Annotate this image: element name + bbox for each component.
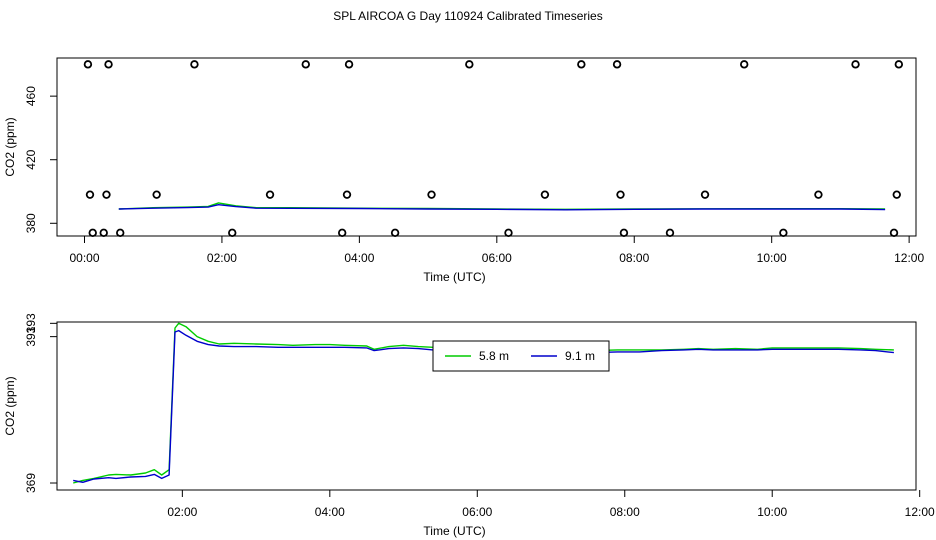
panel1-x-tick-label: 00:00: [69, 251, 99, 265]
panel1-standard-point: [577, 60, 586, 69]
panel1-standard-point: [85, 190, 95, 199]
panel1-frame: [56, 57, 917, 237]
panel1-standard-point: [342, 190, 352, 199]
panel1-x-tick-label: 10:00: [757, 251, 787, 265]
panel2-x-tick-label: 06:00: [462, 505, 492, 519]
panel1-y-tick-label: 380: [24, 213, 38, 233]
panel1-standard-point: [390, 228, 400, 238]
panel1-x-tick-label: 06:00: [482, 251, 512, 265]
panel1-standard-point: [814, 190, 823, 199]
panel1-standard-point: [228, 228, 237, 238]
panel1-standard-point: [190, 60, 199, 69]
panel2-frame: [56, 321, 917, 491]
panel1-standard-point: [504, 228, 513, 238]
panel1-standard-point: [851, 60, 860, 69]
panel1-standard-point: [337, 228, 347, 238]
panel1-x-tick-label: 12:00: [894, 251, 924, 265]
panel1-standard-point: [344, 60, 354, 69]
panel1-standard-point: [779, 228, 788, 238]
panel1-x-tick-label: 04:00: [344, 251, 374, 265]
panel2-x-tick-label: 10:00: [757, 505, 787, 519]
panel1-standard-point: [894, 60, 904, 69]
panel1-standard-point: [301, 60, 310, 69]
panel1-standard-point: [102, 190, 111, 199]
panel1-standard-point: [83, 60, 93, 69]
panel1-standard-point: [265, 190, 275, 199]
panel1-y-tick-label: 460: [24, 86, 38, 106]
panel1-standard-point: [465, 60, 474, 69]
panel2-y-axis-label: CO2 (ppm): [3, 376, 17, 435]
panel1-standard-point: [99, 228, 108, 238]
panel1-y-axis-label: CO2 (ppm): [3, 117, 17, 176]
panel1-x-tick-label: 08:00: [619, 251, 649, 265]
legend-label-green: 5.8 m: [479, 349, 509, 363]
panel1-standard-point: [892, 190, 901, 199]
panel1-standard-point: [88, 228, 97, 238]
panel1-series-blue-line: [118, 203, 886, 211]
panel1-standard-point: [700, 190, 710, 199]
panel1-standard-point: [104, 60, 113, 69]
panel1-standard-point: [152, 190, 161, 199]
panel2-x-tick-label: 08:00: [610, 505, 640, 519]
legend-label-blue: 9.1 m: [565, 349, 595, 363]
panel2-x-axis-label: Time (UTC): [423, 524, 485, 538]
panel1-x-axis-label: Time (UTC): [423, 270, 485, 284]
panel1-standard-point: [740, 60, 749, 69]
panel1-standard-point: [116, 228, 125, 238]
panel2-y-tick-label: 369: [24, 473, 38, 493]
panel2-x-tick-label: 02:00: [167, 505, 197, 519]
panel1-standard-point: [619, 228, 629, 238]
panel2-series-blue-line: [73, 329, 894, 483]
panel1-x-tick-label: 02:00: [207, 251, 237, 265]
page-title: SPL AIRCOA G Day 110924 Calibrated Times…: [333, 9, 603, 23]
panel2-y-tick-label: 391: [24, 326, 38, 346]
panel1-standard-point: [427, 190, 436, 199]
panel2-y-tick-label: 393: [24, 313, 38, 333]
panel1-y-tick-label: 420: [24, 149, 38, 169]
panel1-standard-point: [540, 190, 550, 199]
panel1-standard-point: [612, 60, 622, 69]
panel2-x-tick-label: 12:00: [905, 505, 935, 519]
panel2-series-green-line: [73, 322, 894, 484]
panel1-standard-point: [665, 228, 675, 238]
panel1-standard-point: [889, 228, 899, 238]
panel1-standard-point: [616, 190, 625, 199]
panel2-x-tick-label: 04:00: [315, 505, 345, 519]
